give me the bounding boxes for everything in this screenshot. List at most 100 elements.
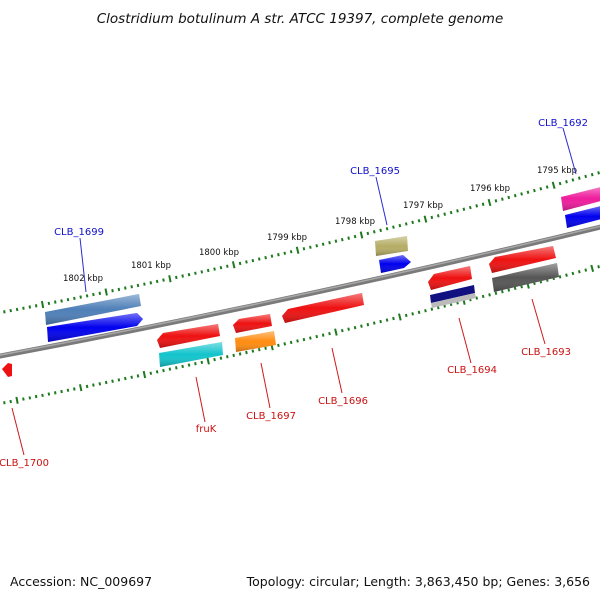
gene-bar-shade	[233, 314, 272, 333]
scale-tick	[417, 310, 421, 315]
gene-label-CLB_1697[interactable]: CLB_1697	[246, 411, 296, 422]
scale-tick	[79, 384, 83, 392]
scale-tick	[558, 181, 562, 186]
genome-stats-text: Topology: circular; Length: 3,863,450 bp…	[246, 574, 590, 589]
gene-label-CLB_1696[interactable]: CLB_1696	[318, 396, 368, 407]
accession-text: Accession: NC_009697	[10, 574, 152, 589]
scale-tick	[175, 275, 178, 280]
scale-tick	[302, 247, 306, 251]
scale-label-1799: 1799 kbp	[267, 233, 307, 243]
gene-label-fruK[interactable]: fruK	[196, 424, 217, 435]
scale-tick	[98, 382, 102, 386]
scale-tick	[295, 246, 300, 254]
gene-bar-shade	[489, 246, 556, 273]
scale-tick	[79, 295, 82, 299]
gene-CLB_1697[interactable]	[233, 314, 276, 352]
gene-bar	[2, 363, 12, 377]
scale-tick	[539, 187, 543, 191]
scale-tick	[136, 374, 140, 378]
scale-tick	[231, 261, 236, 269]
gene-bar-shade	[379, 255, 411, 273]
scale-tick	[162, 368, 165, 373]
gene-CLB_1700[interactable]	[2, 363, 12, 377]
scale-tick	[359, 231, 364, 239]
scale-tick	[92, 292, 95, 297]
scale-tick	[251, 349, 255, 353]
scale-tick	[487, 198, 492, 207]
scale-tick	[372, 321, 376, 325]
gene-bar-shade	[282, 293, 364, 323]
scale-tick	[513, 286, 517, 291]
callout-fruK	[195, 376, 206, 423]
scale-tick	[9, 308, 12, 313]
callout-CLB_1697	[260, 362, 271, 409]
scale-tick	[385, 318, 389, 322]
scale-tick	[251, 258, 255, 263]
gene-label-CLB_1694[interactable]: CLB_1694	[447, 365, 497, 376]
scale-tick	[481, 294, 485, 299]
scale-labels: 1802 kbp 1801 kbp 1800 kbp 1799 kbp 1798…	[63, 166, 577, 284]
scale-tick	[565, 180, 568, 184]
scale-tick	[181, 274, 184, 278]
scale-tick	[226, 355, 229, 359]
scale-tick	[194, 362, 197, 366]
scale-tick	[136, 283, 140, 288]
scale-tick	[392, 316, 395, 321]
scale-tick	[54, 391, 57, 395]
scale-tick	[488, 293, 491, 297]
scale-tick	[296, 339, 299, 343]
scale-tick	[15, 396, 19, 404]
scale-tick	[341, 328, 344, 333]
scale-tick	[213, 357, 216, 362]
callout-CLB_1699	[79, 237, 87, 293]
scale-tick	[28, 305, 32, 309]
scale-tick	[501, 289, 504, 294]
scale-tick	[226, 264, 229, 268]
scale-tick	[73, 296, 76, 300]
scale-tick	[347, 327, 350, 331]
forward-genes	[45, 186, 600, 342]
scale-label-1802: 1802 kbp	[63, 274, 103, 284]
scale-tick	[187, 363, 191, 367]
gene-label-CLB_1692[interactable]: CLB_1692	[538, 118, 588, 129]
scale-label-1796: 1796 kbp	[470, 184, 510, 194]
scale-tick	[85, 384, 89, 389]
scale-tick	[565, 273, 568, 277]
scale-tick	[200, 270, 204, 274]
gene-label-CLB_1700[interactable]: CLB_1700	[0, 458, 49, 469]
gene-label-CLB_1693[interactable]: CLB_1693	[521, 347, 571, 358]
scale-tick	[142, 370, 147, 379]
scale-tick	[54, 300, 57, 304]
gene-labels: CLB_1699 CLB_1695 CLB_1692 CLB_1700 fruK…	[0, 118, 588, 469]
scale-tick	[321, 333, 325, 337]
scale-tick	[353, 234, 357, 239]
scale-tick	[571, 271, 575, 276]
gene-label-CLB_1695[interactable]: CLB_1695	[350, 166, 400, 177]
callout-CLB_1692	[562, 127, 577, 175]
scale-tick	[501, 197, 504, 201]
gene-CLB_1696[interactable]	[282, 293, 364, 323]
scale-tick	[436, 214, 440, 218]
scale-tick	[443, 212, 447, 216]
scale-tick	[92, 383, 95, 387]
gene-fruK[interactable]	[157, 324, 223, 367]
gene-CLB_1699[interactable]	[45, 294, 143, 342]
gene-label-CLB_1699[interactable]: CLB_1699	[54, 227, 104, 238]
scale-tick	[597, 171, 600, 175]
gene-CLB_1692[interactable]	[561, 186, 600, 228]
scale-tick	[34, 394, 38, 399]
gene-CLB_1693[interactable]	[489, 246, 559, 292]
scale-tick	[40, 300, 45, 309]
scale-tick	[111, 379, 114, 383]
gene-bar-shade	[45, 294, 141, 325]
scale-tick	[117, 287, 121, 292]
scale-tick	[277, 253, 280, 257]
outer-tick-track	[3, 171, 600, 314]
gene-bar	[431, 293, 476, 308]
scale-tick	[430, 215, 434, 220]
scale-tick	[404, 313, 408, 318]
gene-CLB_1695[interactable]	[375, 236, 411, 273]
gene-CLB_1694[interactable]	[428, 266, 476, 308]
scale-tick	[520, 285, 523, 289]
scale-tick	[117, 378, 121, 382]
